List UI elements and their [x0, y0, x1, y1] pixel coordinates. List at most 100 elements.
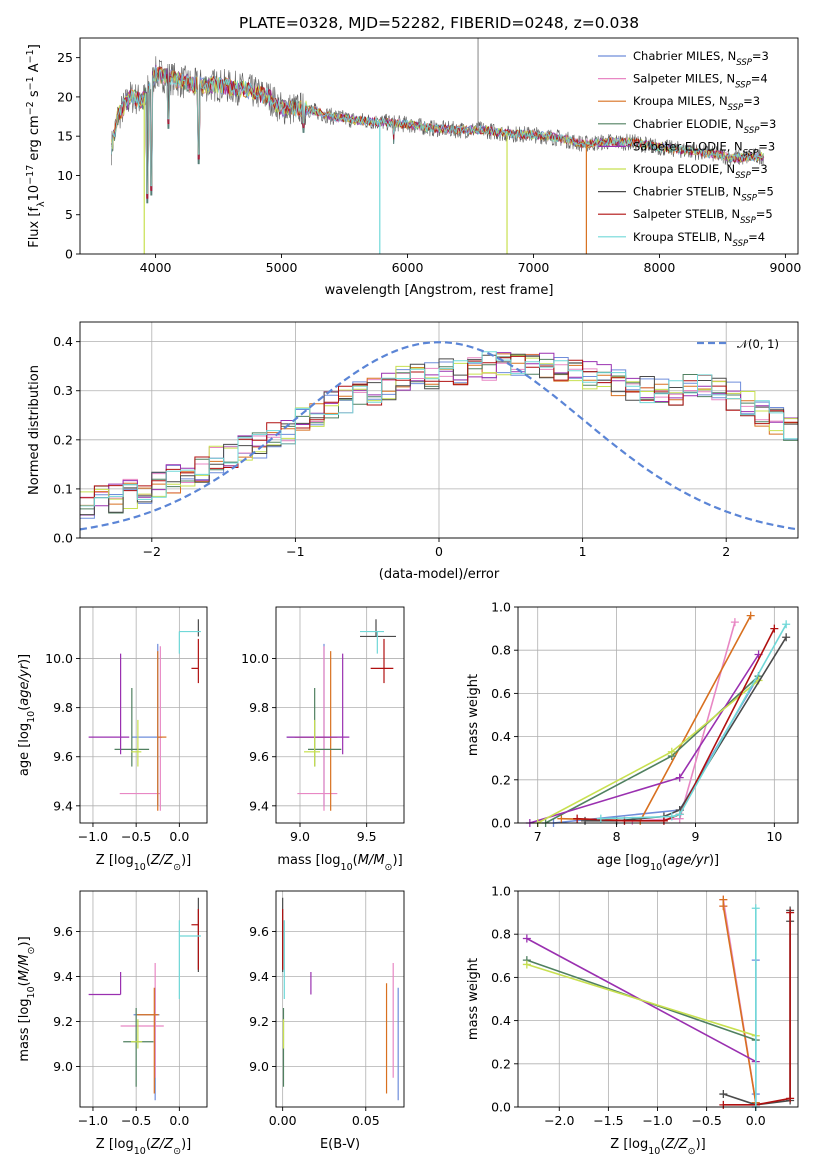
residuals-panel: −2 −1 0 1 2 0.0 0.1 0.2 0.3 0.4 𝒩(0, 1) (data-model… — [27, 321, 799, 582]
histogram-step-3 — [80, 355, 798, 514]
x-axis-label: Z [log10(Z/Z⊙)] — [96, 1137, 191, 1157]
weight-marker — [770, 624, 779, 633]
x-axis-label: Z [log10(Z/Z⊙)] — [610, 1137, 705, 1157]
weight-lines — [522, 895, 795, 1111]
legend-label: Chabrier MILES, NSSP=3 — [633, 49, 769, 68]
weight-marker — [573, 814, 582, 823]
y-tick-label: 10 — [57, 168, 73, 183]
z-age-panel: −1.0 −0.5 0.0 9.4 9.6 9.8 10.0 Z [log10(Z/Z⊙)] a… — [17, 606, 208, 873]
x-axis-label: E(B-V) — [320, 1137, 360, 1152]
spectrum-panel: PLATE=0328, MJD=52282, FIBERID=0248, z=0… — [25, 14, 802, 298]
y-tick-label: 0.4 — [491, 729, 511, 744]
weight-marker — [557, 814, 566, 823]
x-tick-label: 0.00 — [269, 1113, 297, 1128]
x-tick-label: 10 — [766, 829, 782, 844]
weight-line-7 — [577, 628, 776, 822]
age-weight-panel: 7 8 9 10 0.0 0.2 0.4 0.6 0.8 1.0 age [log10(age/yr… — [466, 600, 799, 873]
x-tick-label: 0.05 — [352, 1113, 380, 1128]
mass-age-panel: 9.0 9.5 9.4 9.6 9.8 10.0 mass [log10(M/M⊙)] — [241, 606, 405, 873]
y-tick-label: 1.0 — [491, 884, 511, 899]
x-axis-label: (data-model)/error — [379, 567, 500, 582]
y-tick-label: 5 — [65, 207, 73, 222]
y-axis-label: mass weight — [466, 958, 481, 1040]
y-tick-label: 20 — [57, 89, 73, 104]
weight-marker — [719, 902, 728, 911]
y-axis-label: Flux [fλ10−17 erg cm−2 s−1 A−1] — [25, 44, 47, 248]
x-axis-label: wavelength [Angstrom, rest frame] — [325, 283, 554, 298]
y-tick-label: 0.3 — [53, 383, 73, 398]
weight-line-2 — [561, 615, 752, 822]
weight-marker — [675, 810, 684, 819]
y-tick-label: 9.8 — [53, 700, 73, 715]
y-tick-label: 10.0 — [241, 651, 269, 666]
x-tick-label: −1.0 — [642, 1113, 672, 1128]
weight-marker — [782, 633, 791, 642]
x-tick-label: 0.0 — [169, 829, 189, 844]
legend-label: Chabrier STELIB, NSSP=5 — [633, 185, 774, 204]
z-weight-panel: −2.0 −1.5 −1.0 −0.5 0.0 0.0 0.2 0.4 0.6 0.8 1.0 Z [… — [466, 884, 799, 1157]
weight-marker — [730, 618, 739, 627]
x-tick-label: 1 — [579, 544, 587, 559]
x-tick-label: 7 — [534, 829, 542, 844]
weight-marker — [786, 1094, 795, 1103]
y-tick-label: 0.2 — [53, 432, 73, 447]
y-tick-label: 0.4 — [491, 1013, 511, 1028]
y-tick-label: 9.4 — [249, 969, 269, 984]
ebv-mass-panel: 0.00 0.05 9.0 9.2 9.4 9.6 E(B-V) — [249, 890, 405, 1152]
y-axis-label: age [log10(age/yr)] — [17, 654, 37, 776]
y-tick-label: 9.0 — [249, 1059, 269, 1074]
x-tick-label: 4000 — [140, 260, 172, 275]
x-tick-label: −0.5 — [121, 829, 151, 844]
y-tick-label: 0.2 — [491, 772, 511, 787]
axes-frame — [79, 890, 208, 1108]
y-tick-label: 9.6 — [249, 924, 269, 939]
errorbars — [282, 897, 399, 1101]
histogram-step-7 — [80, 355, 798, 499]
histogram-step-8 — [80, 351, 798, 507]
y-tick-label: 0 — [65, 247, 73, 262]
y-tick-label: 9.0 — [53, 1059, 73, 1074]
x-tick-label: −1.0 — [78, 1113, 108, 1128]
y-axis-label: mass weight — [466, 674, 481, 756]
x-tick-label: −1.0 — [78, 829, 108, 844]
y-tick-label: 9.4 — [53, 969, 73, 984]
y-tick-label: 15 — [57, 129, 73, 144]
x-axis-label: Z [log10(Z/Z⊙)] — [96, 853, 191, 873]
weight-line-6 — [723, 910, 791, 1106]
legend-label: Salpeter STELIB, NSSP=5 — [633, 207, 773, 226]
weight-marker — [719, 1090, 728, 1099]
x-tick-label: 9 — [691, 829, 699, 844]
axes-frame — [275, 890, 405, 1108]
weight-line-1 — [632, 621, 736, 822]
x-tick-label: −2 — [143, 544, 161, 559]
legend-label: Kroupa ELODIE, NSSP=3 — [633, 162, 768, 181]
weight-marker — [667, 747, 676, 756]
histogram-step-0 — [80, 355, 798, 519]
y-tick-label: 9.4 — [249, 798, 269, 813]
weight-marker — [675, 773, 684, 782]
legend: Chabrier MILES, NSSP=3 Salpeter MILES, NS… — [598, 49, 776, 249]
y-axis-label: mass [log10(M/M⊙)] — [17, 936, 37, 1061]
weight-marker — [522, 934, 531, 943]
legend-label: Salpeter ELODIE, NSSP=3 — [633, 139, 775, 158]
spectrum-line-8 — [111, 66, 764, 194]
y-tick-label: 0.6 — [491, 970, 511, 985]
x-tick-label: 2 — [722, 544, 730, 559]
weight-marker — [782, 620, 791, 629]
weight-marker — [751, 904, 760, 913]
x-axis-label: mass [log10(M/M⊙)] — [277, 853, 402, 873]
y-tick-label: 0.0 — [491, 816, 511, 831]
y-tick-label: 9.2 — [249, 1014, 269, 1029]
histogram-step-6 — [80, 353, 798, 516]
x-tick-label: −1.5 — [593, 1113, 623, 1128]
axes-frame — [79, 37, 799, 255]
legend-label: Chabrier ELODIE, NSSP=3 — [633, 117, 776, 136]
errorbars — [88, 897, 201, 1101]
y-tick-label: 0.8 — [491, 643, 511, 658]
y-axis-label: Normed distribution — [27, 365, 42, 495]
weight-marker — [659, 816, 668, 825]
weight-line-5 — [537, 679, 760, 824]
x-tick-label: −0.5 — [691, 1113, 721, 1128]
axes-frame — [517, 606, 799, 824]
x-tick-label: −2.0 — [544, 1113, 574, 1128]
